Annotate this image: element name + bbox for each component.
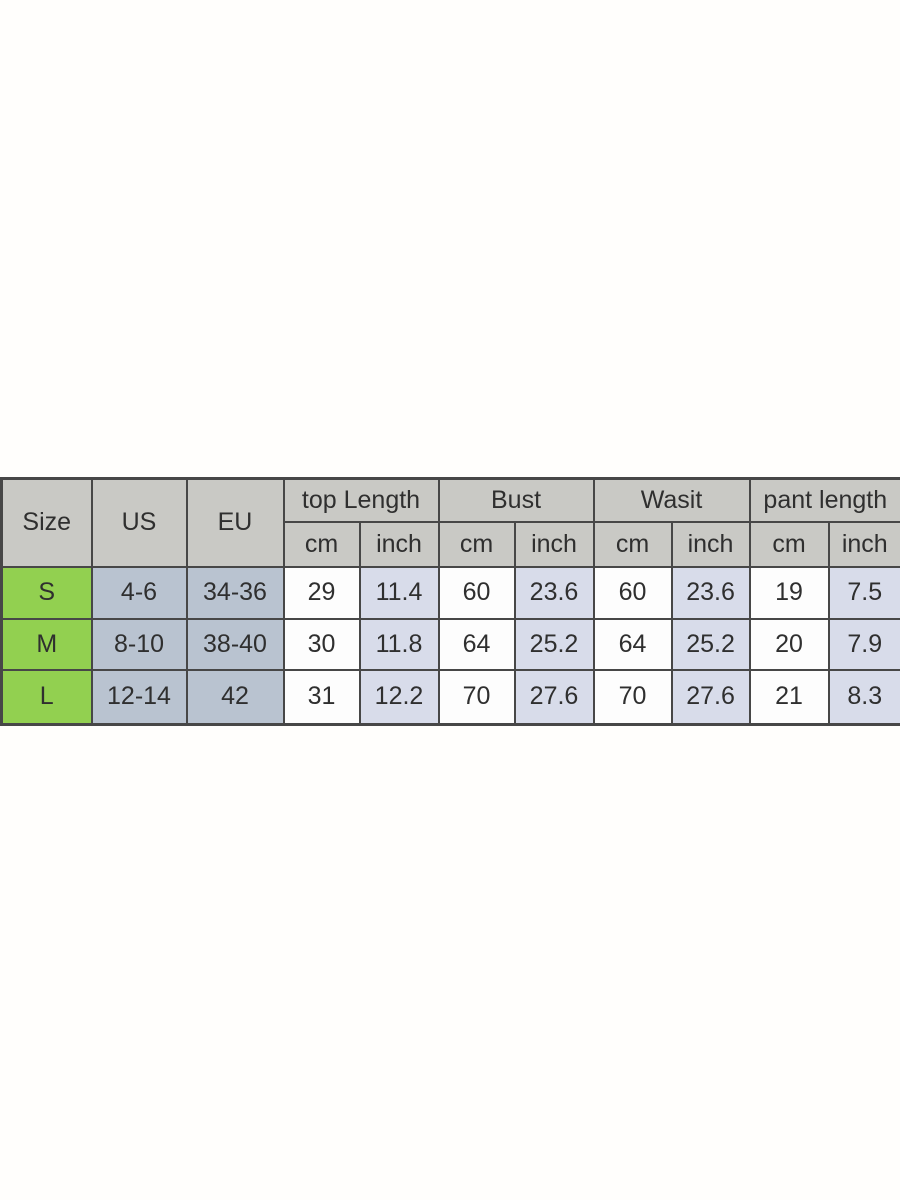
cell-m-pant-inch: 7.9: [827, 617, 900, 671]
cell-m-bust-inch: 25.2: [513, 617, 595, 671]
group-header-pant-length: pant length: [748, 477, 900, 523]
cell-s-top-cm: 29: [282, 565, 361, 620]
subheader-pant-inch: inch: [827, 520, 900, 568]
cell-s-eu: 34-36: [185, 565, 285, 620]
cell-s-bust-inch: 23.6: [513, 565, 595, 620]
cell-l-wasit-inch: 27.6: [670, 668, 751, 726]
subheader-wasit-inch: inch: [670, 520, 751, 568]
subheader-bust-inch: inch: [513, 520, 595, 568]
subheader-wasit-cm: cm: [592, 520, 673, 568]
table-row-s: S 4-6 34-36 29 11.4 60 23.6 60 23.6 19 7…: [0, 565, 900, 620]
header-size: Size: [0, 477, 93, 568]
cell-s-size: S: [0, 565, 93, 620]
cell-m-top-cm: 30: [282, 617, 361, 671]
cell-l-top-cm: 31: [282, 668, 361, 726]
cell-m-size: M: [0, 617, 93, 671]
table-row-l: L 12-14 42 31 12.2 70 27.6 70 27.6 21 8.…: [0, 668, 900, 726]
group-header-bust: Bust: [437, 477, 595, 523]
cell-l-pant-cm: 21: [748, 668, 830, 726]
cell-l-bust-cm: 70: [437, 668, 516, 726]
cell-s-pant-cm: 19: [748, 565, 830, 620]
table-row-m: M 8-10 38-40 30 11.8 64 25.2 64 25.2 20 …: [0, 617, 900, 671]
cell-m-eu: 38-40: [185, 617, 285, 671]
cell-s-bust-cm: 60: [437, 565, 516, 620]
header-row-units: cm inch cm inch cm inch cm inch: [2, 520, 900, 568]
cell-m-pant-cm: 20: [748, 617, 830, 671]
cell-s-top-inch: 11.4: [358, 565, 440, 620]
group-header-top-length: top Length: [282, 477, 440, 523]
header-us: US: [90, 477, 188, 568]
cell-m-us: 8-10: [90, 617, 188, 671]
subheader-bust-cm: cm: [437, 520, 516, 568]
subheader-top-inch: inch: [358, 520, 440, 568]
cell-l-us: 12-14: [90, 668, 188, 726]
cell-m-wasit-cm: 64: [592, 617, 673, 671]
cell-l-bust-inch: 27.6: [513, 668, 595, 726]
header-row-groups: Size US EU top Length Bust Wasit pant le…: [0, 477, 900, 568]
cell-m-wasit-inch: 25.2: [670, 617, 751, 671]
size-chart-table: Size US EU top Length Bust Wasit pant le…: [0, 477, 900, 726]
cell-l-wasit-cm: 70: [592, 668, 673, 726]
group-header-wasit: Wasit: [592, 477, 751, 523]
header-eu: EU: [185, 477, 285, 568]
cell-s-us: 4-6: [90, 565, 188, 620]
cell-l-eu: 42: [185, 668, 285, 726]
cell-l-top-inch: 12.2: [358, 668, 440, 726]
subheader-pant-cm: cm: [748, 520, 830, 568]
cell-l-pant-inch: 8.3: [827, 668, 900, 726]
cell-s-wasit-cm: 60: [592, 565, 673, 620]
cell-m-top-inch: 11.8: [358, 617, 440, 671]
cell-l-size: L: [0, 668, 93, 726]
cell-s-wasit-inch: 23.6: [670, 565, 751, 620]
subheader-top-cm: cm: [282, 520, 361, 568]
cell-m-bust-cm: 64: [437, 617, 516, 671]
cell-s-pant-inch: 7.5: [827, 565, 900, 620]
